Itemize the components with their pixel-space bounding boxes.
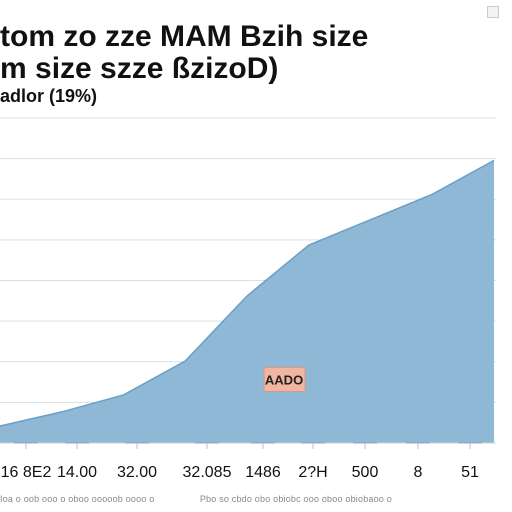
x-tick-label: 32.00 (117, 464, 157, 481)
x-tick-label: 8 (414, 464, 423, 481)
annotation-box (263, 366, 306, 392)
x-axis-ticks (14, 442, 482, 449)
x-axis-labels: 16 8E2 14.00 32.00 32.085 1486 2?H 500 8 51 (1, 464, 479, 481)
chart-title: tom zo zze MAM Bzih size m size szze ßzi… (0, 22, 512, 86)
chart-title-line-1: tom zo zze MAM Bzih size (0, 22, 369, 53)
footer-caption: Ioa o oob ooo o oboo ooooob oooo o Pbo s… (0, 494, 512, 504)
x-tick-label: 51 (461, 464, 479, 481)
y-axis-label: adlor (19%) (0, 86, 98, 106)
annotation-group: AADO (263, 366, 306, 392)
x-tick-label: 14.00 (57, 464, 97, 481)
window-corner-icon (487, 6, 499, 18)
chart-title-line-2: m size szze ßzizoD) (0, 52, 279, 85)
area-series (0, 159, 496, 444)
area-line (0, 159, 495, 427)
x-tick-label: 1486 (245, 464, 281, 481)
footer-left: Ioa o oob ooo o oboo ooooob oooo o (0, 494, 155, 504)
area-fill (0, 160, 494, 444)
x-tick-label: 2?H (298, 464, 327, 481)
x-tick-label: 500 (352, 464, 379, 481)
x-tick-label: 32.085 (183, 464, 232, 481)
annotation-label: AADO (265, 372, 303, 387)
x-tick-label: 16 8E2 (1, 464, 52, 481)
footer-right: Pbo so cbdo obo obiobc ooo oboo obiobaoo… (199, 494, 392, 504)
